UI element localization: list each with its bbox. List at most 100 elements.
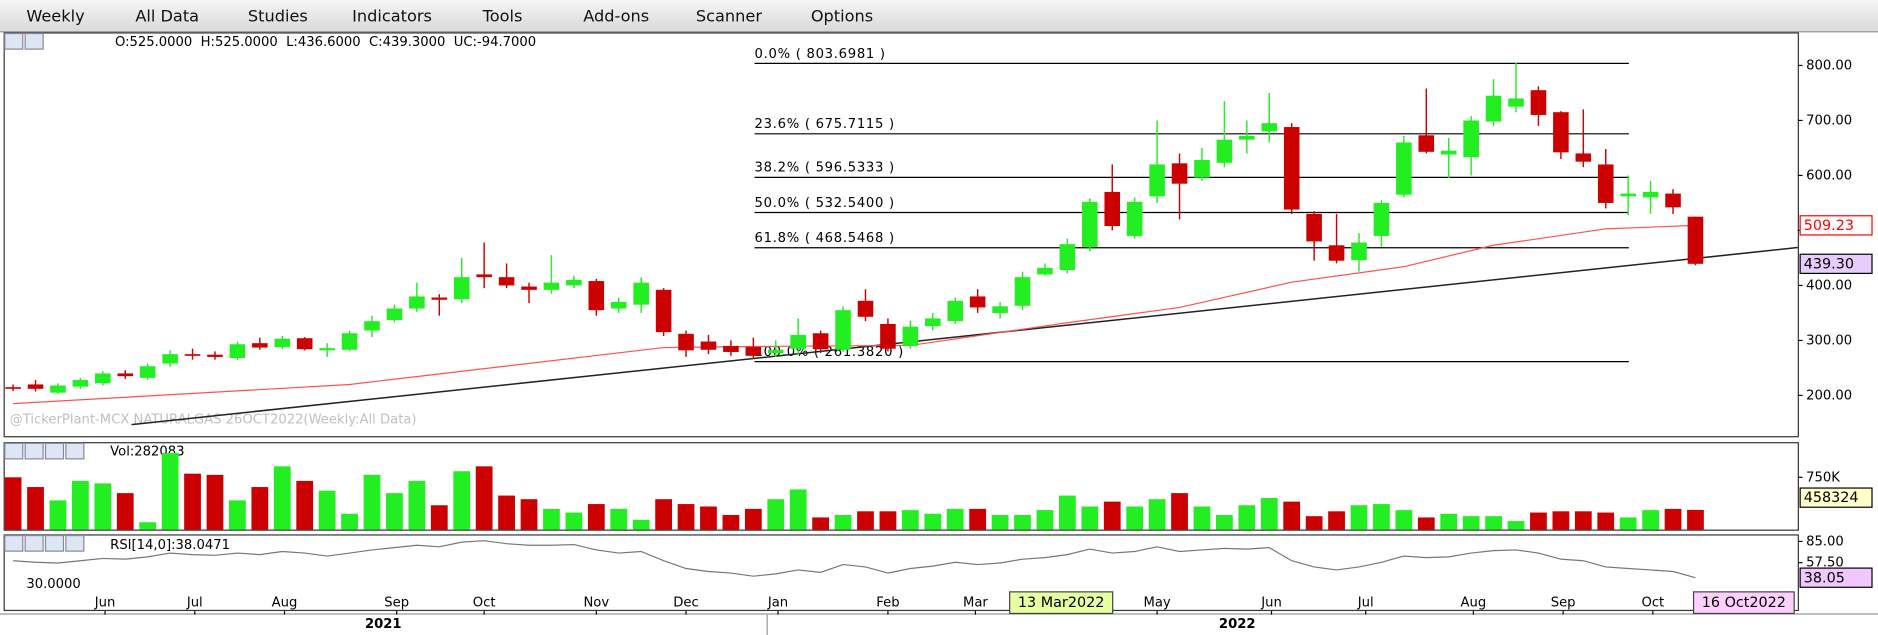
volume-bar (655, 499, 672, 530)
volume-bar (27, 487, 44, 530)
icon-button[interactable] (44, 442, 65, 460)
volume-bar (1597, 512, 1615, 530)
fib-label: 38.2% ( 596.5333 ) (755, 161, 895, 176)
candle-body (1440, 150, 1457, 155)
volume-bar (1485, 516, 1502, 530)
x-tick-label: Jul (1357, 596, 1374, 611)
icon-button[interactable] (4, 32, 24, 50)
volume-bar (341, 513, 358, 530)
icon-button[interactable] (24, 442, 44, 460)
y-tick-label: 750K (1806, 470, 1840, 485)
last-value-label: 439.30 (1804, 256, 1854, 272)
volume-bar (767, 499, 785, 530)
volume-bar (879, 511, 897, 530)
candle-body (409, 296, 425, 309)
icon-button[interactable] (4, 534, 24, 552)
candle-body (588, 281, 605, 311)
volume-bar (1216, 515, 1233, 530)
x-tick-label: Mar (963, 596, 988, 611)
volume-bar (1103, 501, 1121, 530)
volume-bar (1664, 508, 1682, 530)
menu-item[interactable]: Indicators (352, 6, 432, 25)
candle-body (1508, 98, 1524, 107)
icon-button[interactable] (65, 534, 85, 552)
volume-bar (1395, 510, 1413, 530)
ohlc-label: O:525.0000 H:525.0000 L:436.6000 C:439.3… (115, 35, 536, 50)
volume-bar (72, 480, 89, 530)
plot-area (4, 452, 1704, 530)
candle-body (880, 323, 896, 349)
volume-bar (677, 504, 695, 530)
icon-button[interactable] (24, 534, 44, 552)
candle-body (1194, 160, 1210, 178)
candle-body (1373, 202, 1390, 236)
candle-body (521, 286, 537, 290)
y-tick-label: 400.00 (1806, 278, 1852, 293)
candle-body (453, 277, 470, 300)
menu-item[interactable]: All Data (135, 6, 199, 25)
volume-bar (700, 506, 717, 530)
x-tick-label: May (1144, 596, 1171, 611)
last-value-label: 509.23 (1804, 218, 1854, 234)
icon-button[interactable] (24, 32, 44, 50)
candle-body (498, 277, 515, 286)
icon-button[interactable] (4, 442, 24, 460)
y-tick-label: 85.00 (1806, 534, 1844, 549)
last-value-box (1799, 215, 1873, 236)
rsi-line (13, 540, 1696, 579)
candle-body (431, 297, 448, 300)
candle-body (1171, 163, 1188, 184)
candle-body (319, 348, 335, 351)
candle-body (992, 306, 1008, 313)
candle-body (341, 333, 358, 350)
candle-body (566, 279, 582, 286)
candle-body (117, 373, 134, 377)
menu-bar (0, 0, 1878, 33)
y-tick-label: 300.00 (1806, 333, 1852, 348)
candle-body (1283, 127, 1300, 210)
volume-bar (565, 512, 583, 530)
menu-item[interactable]: Add-ons (583, 6, 649, 25)
candle-body (1104, 191, 1121, 227)
menu-item[interactable]: Scanner (696, 6, 762, 25)
candle-body (835, 310, 851, 350)
icon-button[interactable] (44, 534, 65, 552)
volume-bar (991, 515, 1009, 530)
candle-body (543, 282, 560, 290)
volume-bar (1081, 506, 1099, 530)
candle-body (925, 318, 941, 327)
icon-button[interactable] (65, 442, 85, 460)
candle-body (1418, 135, 1435, 152)
volume-bar (1148, 499, 1166, 530)
candle-body (1620, 193, 1636, 197)
volume-bar (1373, 504, 1390, 530)
volume-bar (1440, 513, 1458, 530)
y-tick-label: 700.00 (1806, 113, 1852, 128)
x-tick-label: Oct (473, 596, 496, 611)
y-tick-label: 600.00 (1806, 168, 1852, 183)
menu-item[interactable]: Weekly (26, 6, 85, 25)
volume-bar (1193, 506, 1211, 530)
volume-bar (1530, 512, 1547, 530)
y-tick-label: 57.50 (1806, 556, 1844, 571)
candle-body (1037, 267, 1053, 275)
x-tick-label: Jun (94, 596, 116, 611)
menu-item[interactable]: Options (811, 6, 873, 25)
candle-body (184, 354, 201, 356)
candle-body (50, 385, 66, 393)
candle-body (1463, 120, 1479, 158)
volume-bar (49, 500, 67, 530)
volume-bar (1014, 515, 1031, 530)
menu-item[interactable]: Studies (248, 6, 308, 25)
volume-bar (834, 515, 852, 530)
volume-bar (1126, 506, 1144, 530)
candle-body (947, 300, 964, 322)
volume-bar (475, 466, 493, 530)
candle-body (767, 349, 784, 354)
volume-bar (632, 519, 650, 530)
menu-item[interactable]: Tools (482, 6, 523, 25)
volume-bar (184, 473, 201, 530)
date-marker-box (1692, 591, 1795, 615)
volume-bar (520, 499, 538, 530)
